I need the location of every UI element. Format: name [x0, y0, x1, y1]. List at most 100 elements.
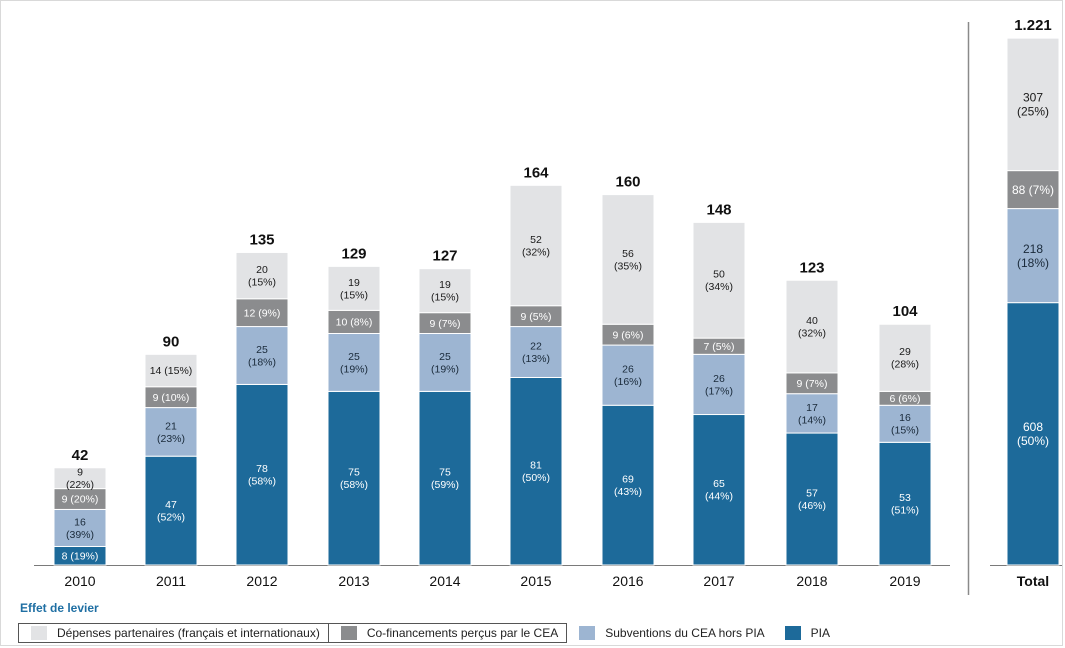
data-label-2011-s1: 21 — [165, 420, 177, 432]
data-label-2010-s3: (22%) — [66, 479, 94, 491]
data-label-2013-s3: 19 — [348, 277, 360, 289]
category-label-2011: 2011 — [156, 573, 186, 589]
data-label-2018-s0: (46%) — [798, 500, 826, 512]
category-label-2014: 2014 — [429, 573, 460, 589]
legend-item-0: Dépenses partenaires (français et intern… — [18, 623, 329, 643]
data-label-2018-s3: (32%) — [798, 327, 826, 339]
bar-segment-2012-s2 — [235, 298, 289, 328]
legend-item-3: PIA — [773, 623, 838, 643]
legend-swatch — [340, 626, 357, 640]
data-label-2015-s0: 81 — [530, 460, 542, 472]
data-label-2010-s0: 8 (19%) — [62, 550, 99, 562]
data-label-2010-s2: 9 (20%) — [62, 494, 99, 506]
bar-total-2015: 164 — [523, 164, 549, 181]
data-label-2012-s0: (58%) — [248, 476, 276, 488]
data-label-2016-s2: 9 (6%) — [613, 329, 644, 341]
bar-total-2013: 129 — [341, 245, 366, 262]
bar-segment-2012-s0 — [235, 383, 289, 566]
data-label-2016-s0: 69 — [622, 474, 634, 486]
bar-segment-2011-s0 — [144, 455, 198, 566]
bar-segment-2017-s3 — [692, 221, 746, 339]
bar-total-2017: 148 — [706, 201, 731, 218]
data-label-2014-s3: 19 — [439, 279, 451, 291]
data-label-2019-s3: 29 — [899, 346, 911, 358]
data-label-2017-s3: 50 — [713, 269, 725, 281]
data-label-2014-s3: (15%) — [431, 292, 459, 304]
data-label-2018-s2: 9 (7%) — [797, 378, 828, 390]
data-label-total-s1: 218 — [1023, 242, 1043, 256]
data-label-2014-s1: (19%) — [431, 363, 459, 375]
data-label-2016-s3: (35%) — [614, 260, 642, 272]
data-label-2012-s0: 78 — [256, 463, 268, 475]
bar-segment-2013-s0 — [327, 390, 381, 566]
data-label-2012-s3: (15%) — [248, 277, 276, 289]
data-label-2016-s0: (43%) — [614, 486, 642, 498]
bar-total-2016: 160 — [615, 174, 640, 191]
data-label-2015-s0: (50%) — [522, 472, 550, 484]
data-label-2015-s1: 22 — [530, 340, 542, 352]
bar-segment-2016-s1 — [601, 344, 655, 406]
legend-item-1: Co-financements perçus par le CEA — [328, 623, 568, 643]
data-label-2018-s1: (14%) — [798, 414, 826, 426]
data-label-2012-s1: 25 — [256, 344, 268, 356]
data-label-2018-s0: 57 — [806, 487, 818, 499]
bar-segment-2012-s1 — [235, 326, 289, 385]
bar-segment-2017-s0 — [692, 414, 746, 566]
data-label-2012-s2: 12 (9%) — [244, 307, 281, 319]
bar-segment-2019-s3 — [878, 323, 932, 392]
data-label-2017-s2: 7 (5%) — [704, 341, 735, 353]
data-label-2010-s1: (39%) — [66, 529, 94, 541]
data-label-2016-s3: 56 — [622, 248, 634, 260]
bar-total-2019: 104 — [892, 303, 918, 320]
bar-segment-2014-s3 — [418, 268, 472, 314]
data-label-2016-s1: (16%) — [614, 376, 642, 388]
bar-segment-total-s1 — [1006, 208, 1060, 304]
data-label-2011-s3: 14 (15%) — [150, 365, 193, 377]
bar-segment-2019-s0 — [878, 441, 932, 566]
legend-label: PIA — [810, 626, 831, 640]
bar-segment-total-s3 — [1006, 37, 1060, 172]
data-label-2015-s3: 52 — [530, 234, 542, 246]
data-label-2019-s2: 6 (6%) — [890, 393, 921, 405]
data-label-2014-s0: 75 — [439, 467, 451, 479]
data-label-2013-s0: (58%) — [340, 479, 368, 491]
bar-total-2014: 127 — [432, 248, 457, 265]
bar-segment-2019-s1 — [878, 404, 932, 443]
data-label-2017-s3: (34%) — [705, 281, 733, 293]
category-label-2019: 2019 — [889, 573, 920, 589]
data-label-2010-s3: 9 — [77, 467, 83, 479]
data-label-2019-s0: 53 — [899, 492, 911, 504]
bar-segment-2015-s3 — [509, 184, 563, 307]
bar-segment-2014-s0 — [418, 390, 472, 566]
data-label-total-s0: 608 — [1023, 420, 1043, 434]
bar-segment-2012-s3 — [235, 251, 289, 300]
data-label-2011-s2: 9 (10%) — [153, 392, 190, 404]
bar-segment-2013-s1 — [327, 333, 381, 392]
category-label-2018: 2018 — [796, 573, 827, 589]
data-label-2013-s0: 75 — [348, 467, 360, 479]
data-label-2012-s3: 20 — [256, 264, 268, 276]
data-label-2015-s1: (13%) — [522, 353, 550, 365]
legend-label: Dépenses partenaires (français et intern… — [57, 626, 320, 640]
bar-segment-2018-s0 — [785, 432, 839, 566]
bar-total-total: 1.221 — [1014, 17, 1052, 34]
category-label-2017: 2017 — [703, 573, 734, 589]
data-label-2017-s0: (44%) — [705, 491, 733, 503]
data-label-2011-s0: 47 — [165, 499, 177, 511]
category-label-2013: 2013 — [338, 573, 369, 589]
data-label-2015-s2: 9 (5%) — [521, 311, 552, 323]
data-label-2013-s1: (19%) — [340, 363, 368, 375]
bar-total-2012: 135 — [249, 231, 274, 248]
bar-segment-2011-s1 — [144, 407, 198, 457]
data-label-2015-s3: (32%) — [522, 246, 550, 258]
data-label-total-s3: (25%) — [1017, 105, 1049, 119]
category-label-2016: 2016 — [612, 573, 643, 589]
data-label-2019-s0: (51%) — [891, 505, 919, 517]
category-label-2010: 2010 — [64, 573, 95, 589]
category-label-2012: 2012 — [246, 573, 277, 589]
data-label-2017-s1: (17%) — [705, 385, 733, 397]
data-label-total-s2: 88 (7%) — [1012, 183, 1054, 197]
data-label-2011-s1: (23%) — [157, 433, 185, 445]
data-label-2019-s3: (28%) — [891, 359, 919, 371]
legend-swatch — [784, 626, 801, 640]
